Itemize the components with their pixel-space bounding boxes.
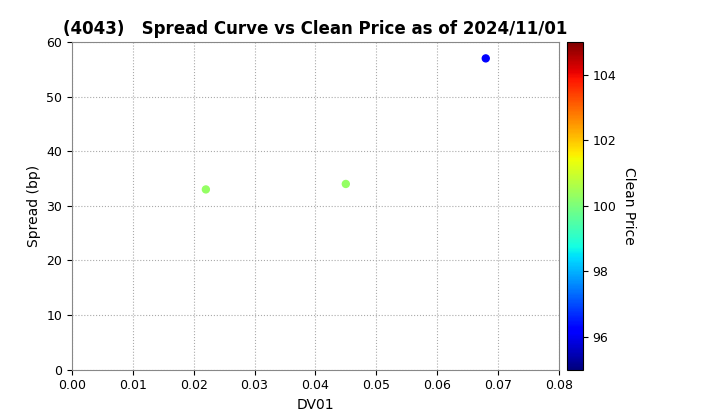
Point (340, 181, 351, 187)
X-axis label: DV01: DV01 (297, 398, 334, 412)
Y-axis label: Spread (bp): Spread (bp) (27, 165, 41, 247)
Y-axis label: Clean Price: Clean Price (622, 167, 636, 245)
Title: (4043)   Spread Curve vs Clean Price as of 2024/11/01: (4043) Spread Curve vs Clean Price as of… (63, 20, 567, 38)
Point (200, 186, 212, 193)
Point (480, 55, 492, 62)
